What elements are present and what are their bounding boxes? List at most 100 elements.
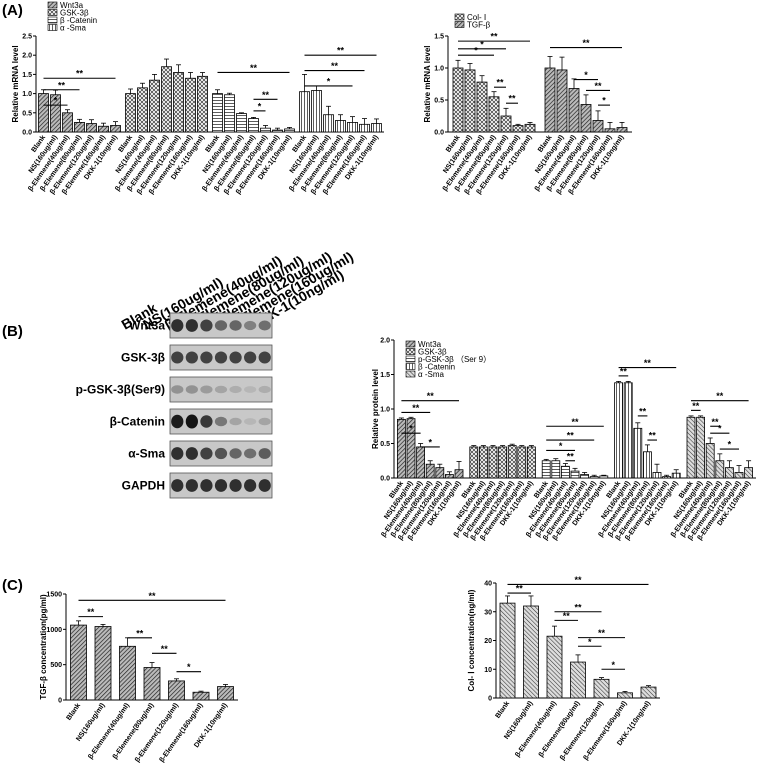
bar xyxy=(476,81,488,133)
blot-band xyxy=(258,351,271,364)
significance-label: * xyxy=(480,39,484,49)
blot-band xyxy=(185,385,198,394)
bar xyxy=(705,443,715,479)
legend-swatch xyxy=(454,13,465,21)
bar xyxy=(62,112,73,133)
bar xyxy=(517,446,527,479)
bar xyxy=(173,72,184,133)
blot-band xyxy=(229,448,242,459)
blot-band xyxy=(185,319,198,332)
bar xyxy=(556,69,568,133)
blot-band xyxy=(200,415,213,428)
blot-band xyxy=(185,414,198,429)
y-tick-label: 500 xyxy=(50,662,62,669)
bar xyxy=(686,416,696,479)
y-axis-label: TGF-β concentration(pg/ml) xyxy=(39,594,48,700)
significance-label: ** xyxy=(598,628,606,638)
significance-label: ** xyxy=(563,611,571,621)
bar xyxy=(580,104,592,133)
blot-band xyxy=(171,319,184,332)
blot-band xyxy=(214,320,228,331)
y-tick-label: 2.0 xyxy=(22,53,32,60)
legend-swatch xyxy=(47,16,58,24)
bar xyxy=(725,467,734,479)
blot-band xyxy=(229,479,242,492)
legend-entry: Wnt3a xyxy=(60,1,84,10)
y-axis-label: Col- Ⅰ concentration(ng/ml) xyxy=(467,589,476,691)
legend-swatch xyxy=(405,370,416,378)
significance-label: ** xyxy=(262,90,270,100)
significance-label: ** xyxy=(331,61,339,71)
legend-swatch xyxy=(454,21,465,28)
significance-label: ** xyxy=(136,628,144,638)
bar xyxy=(143,667,161,701)
bar xyxy=(185,77,196,133)
blot-band xyxy=(258,320,271,331)
legend-entry: p-GSK-3β （Ser 9） xyxy=(418,355,491,364)
significance-label: ** xyxy=(58,80,66,90)
bar xyxy=(744,467,753,479)
bar xyxy=(523,605,539,699)
blot-band-label: GAPDH xyxy=(122,479,165,493)
y-tick-label: 0.5 xyxy=(434,98,444,105)
bar xyxy=(224,94,235,133)
bar xyxy=(444,474,454,479)
significance-label: ** xyxy=(639,406,647,416)
blot-band-label: α-Sma xyxy=(128,447,165,461)
blot-band xyxy=(200,319,213,332)
blot-band xyxy=(214,416,228,427)
legend-entry: α -Sma xyxy=(418,370,445,379)
y-axis-label: Relative protein level xyxy=(371,369,380,449)
bar xyxy=(551,460,561,479)
bar xyxy=(110,125,121,133)
significance-label: * xyxy=(409,424,413,434)
blot-band xyxy=(244,320,257,331)
bar xyxy=(500,115,512,133)
bar xyxy=(570,470,580,479)
bar xyxy=(454,469,464,479)
bar xyxy=(396,418,406,479)
significance-label: ** xyxy=(582,38,590,48)
significance-label: ** xyxy=(412,403,420,413)
bar xyxy=(614,382,623,479)
significance-label: * xyxy=(588,637,592,647)
legend-swatch xyxy=(405,355,416,363)
significance-label: ** xyxy=(574,575,582,585)
blot-band xyxy=(258,385,271,394)
panel-label-c: (C) xyxy=(2,577,23,594)
bar xyxy=(323,114,334,133)
bar xyxy=(592,120,604,133)
blot-band xyxy=(185,351,198,364)
significance-label: ** xyxy=(337,46,345,56)
bar xyxy=(544,67,556,133)
significance-label: * xyxy=(428,437,432,447)
legend-entry: TGF-β xyxy=(467,21,491,30)
significance-label: ** xyxy=(161,644,169,654)
y-tick-label: 1.5 xyxy=(22,72,32,79)
bar xyxy=(524,123,536,133)
bar xyxy=(507,445,517,479)
bar xyxy=(371,123,382,133)
bar xyxy=(662,476,671,479)
bar xyxy=(671,472,681,479)
significance-label: ** xyxy=(148,591,156,601)
bar xyxy=(633,427,643,479)
bar xyxy=(248,118,259,133)
bar xyxy=(512,125,524,133)
bar xyxy=(260,127,271,133)
significance-label: * xyxy=(611,660,615,670)
significance-label: * xyxy=(258,101,262,111)
blot-band xyxy=(244,351,257,364)
bar xyxy=(499,602,516,699)
bar xyxy=(192,691,210,701)
x-tick-label: β-Elemene(160ug/ml) xyxy=(159,702,205,764)
bar xyxy=(125,93,136,133)
y-tick-label: 1.0 xyxy=(434,66,444,73)
panel-label-b: (B) xyxy=(2,323,23,340)
bar xyxy=(652,472,662,479)
bar xyxy=(570,661,586,699)
bar xyxy=(488,446,498,479)
significance-label: ** xyxy=(496,78,504,88)
